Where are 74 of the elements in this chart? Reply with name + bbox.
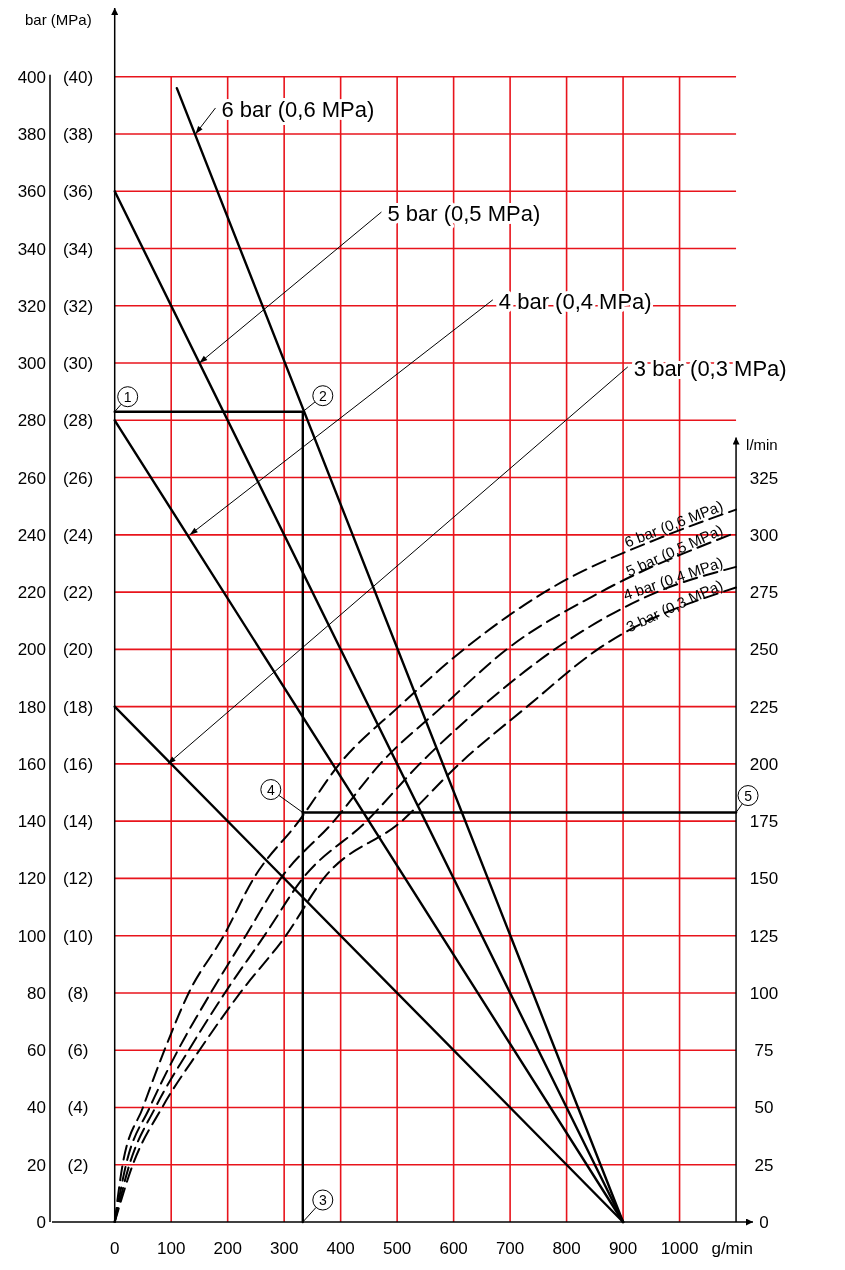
y3-tick-label: (36)	[62, 182, 94, 202]
y-tick-label: 80	[27, 983, 46, 1003]
x-tick-label: 400	[326, 1239, 355, 1258]
y-tick-label: 260	[17, 468, 46, 488]
y3-tick-label: (24)	[62, 525, 94, 545]
y3-tick-label: (16)	[62, 754, 94, 774]
y-tick-label: 220	[17, 583, 46, 603]
y2-tick-label: 225	[749, 697, 779, 717]
x-tick-label: 100	[157, 1239, 186, 1258]
y-tick-label: 400	[17, 67, 46, 87]
y-tick-label: 120	[17, 869, 46, 889]
x-tick-label: 200	[213, 1239, 242, 1258]
y-tick-label: 380	[17, 124, 46, 144]
y-tick-label: 100	[17, 926, 46, 946]
y2-tick-label: 250	[749, 640, 779, 660]
y3-tick-label: (10)	[62, 926, 94, 946]
y2-tick-label: 25	[754, 1155, 774, 1175]
x-tick-label: 900	[608, 1239, 638, 1258]
y2-tick-label: 0	[759, 1213, 769, 1232]
x-axis-title: g/min	[711, 1239, 753, 1258]
y-tick-label: 20	[27, 1155, 46, 1175]
y3-tick-label: (22)	[62, 583, 94, 603]
y2-tick-label: 100	[749, 983, 779, 1003]
y2-tick-label: 325	[749, 468, 779, 488]
annotation: 5	[744, 787, 753, 804]
x-tick-label: 0	[109, 1239, 120, 1258]
x-tick-label: 500	[382, 1239, 412, 1258]
y-tick-label: 300	[17, 354, 46, 374]
y3-tick-label: (18)	[62, 697, 94, 717]
y3-tick-label: (12)	[62, 869, 94, 889]
y-tick-label: 180	[17, 697, 46, 717]
y-tick-label: 240	[17, 525, 46, 545]
x-tick-label: 700	[495, 1239, 525, 1258]
x-tick-label: 300	[269, 1239, 299, 1258]
y3-tick-label: (28)	[62, 411, 94, 431]
y3-tick-label: (2)	[67, 1155, 89, 1175]
y2-tick-label: 175	[749, 812, 779, 832]
y3-tick-label: (20)	[62, 640, 94, 660]
annotation: 1	[123, 388, 132, 405]
y-tick-label: 60	[27, 1041, 46, 1061]
x-tick-label: 1000	[660, 1239, 699, 1258]
y3-tick-label: (4)	[67, 1098, 89, 1118]
y-tick-label: 280	[17, 411, 46, 431]
annotation: 2	[318, 387, 327, 404]
y-tick-label: 340	[17, 239, 46, 259]
y-tick-label: 0	[36, 1213, 46, 1232]
y2-tick-label: 125	[749, 926, 779, 946]
y2-tick-label: 275	[749, 583, 779, 603]
y-tick-label: 320	[17, 296, 46, 316]
y-tick-label: 200	[17, 640, 46, 660]
y-tick-label: 360	[17, 182, 46, 202]
y-tick-label: 160	[17, 754, 46, 774]
y2-tick-label: 200	[749, 754, 779, 774]
y3-tick-label: (26)	[62, 468, 94, 488]
y2-tick-label: 300	[749, 525, 779, 545]
y2-tick-label: 150	[749, 869, 779, 889]
y3-tick-label: (40)	[62, 67, 94, 87]
annotation: 3	[318, 1192, 327, 1208]
y2-tick-label: 75	[754, 1041, 774, 1061]
y3-tick-label: (34)	[62, 239, 94, 259]
y3-tick-label: (14)	[62, 812, 94, 832]
x-tick-label: 600	[439, 1239, 468, 1258]
y3-tick-label: (30)	[62, 354, 94, 374]
y-axis-title: bar (MPa)	[25, 11, 92, 28]
y-tick-label: 140	[17, 812, 46, 832]
y3-tick-label: (8)	[67, 983, 89, 1003]
y2-tick-label: 50	[754, 1098, 774, 1118]
y3-tick-label: (32)	[62, 296, 94, 316]
y3-tick-label: (6)	[67, 1041, 89, 1061]
y3-tick-label: (38)	[62, 124, 94, 144]
y-tick-label: 40	[27, 1098, 46, 1118]
y2-axis-title: l/min	[746, 435, 778, 453]
annotation: 4	[266, 781, 275, 798]
x-tick-label: 800	[552, 1239, 581, 1258]
